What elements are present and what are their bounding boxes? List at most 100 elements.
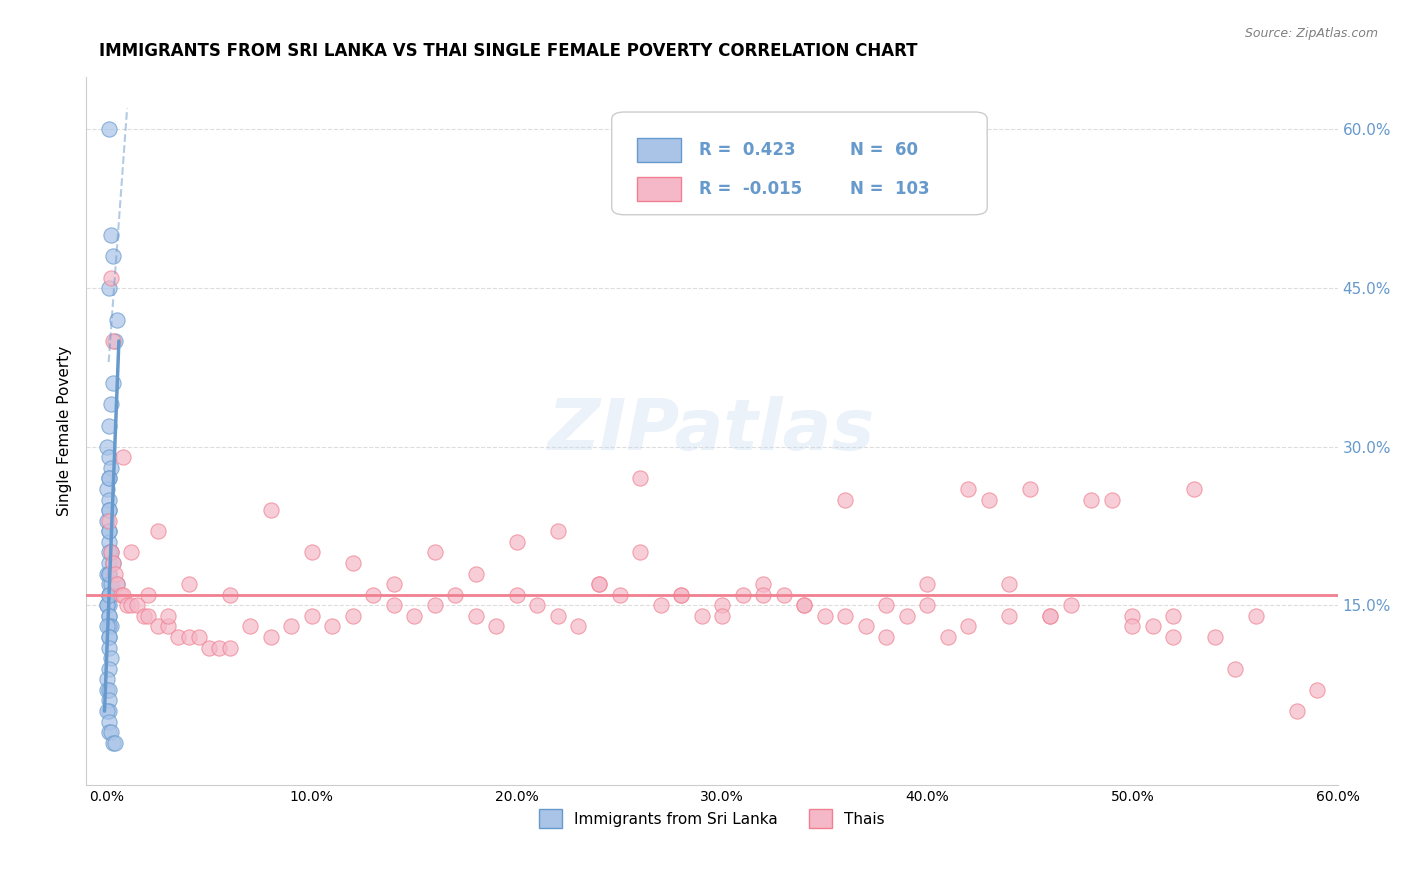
Point xyxy=(321,619,343,633)
Text: N =  103: N = 103 xyxy=(849,179,929,197)
Point xyxy=(752,588,775,602)
Point xyxy=(104,334,127,348)
Point xyxy=(96,514,118,528)
Point xyxy=(506,588,529,602)
Point xyxy=(97,704,120,718)
Point xyxy=(363,588,385,602)
Point xyxy=(177,630,200,644)
Point xyxy=(280,619,302,633)
Point xyxy=(97,471,120,485)
Point xyxy=(97,514,120,528)
Point xyxy=(146,619,169,633)
Point xyxy=(917,577,939,591)
Point xyxy=(650,599,672,613)
Point xyxy=(301,545,323,559)
Point xyxy=(100,270,122,285)
Point xyxy=(301,608,323,623)
Point xyxy=(97,545,120,559)
Point xyxy=(132,608,155,623)
Point xyxy=(875,599,897,613)
Point xyxy=(97,588,120,602)
Point xyxy=(96,599,118,613)
Point xyxy=(100,577,122,591)
Point xyxy=(896,608,918,623)
Point xyxy=(526,599,548,613)
Point xyxy=(127,599,149,613)
Point xyxy=(101,334,124,348)
Point xyxy=(1285,704,1308,718)
Point xyxy=(97,588,120,602)
Point xyxy=(96,673,118,687)
Point xyxy=(404,608,426,623)
Point xyxy=(136,588,159,602)
Point xyxy=(669,588,692,602)
Point xyxy=(1018,482,1040,496)
Text: R =  0.423: R = 0.423 xyxy=(699,141,796,159)
Point xyxy=(100,397,122,411)
Point xyxy=(187,630,209,644)
Point xyxy=(588,577,610,591)
Point xyxy=(101,376,124,391)
Text: ZIPatlas: ZIPatlas xyxy=(548,396,876,466)
Point xyxy=(1182,482,1205,496)
Point xyxy=(1163,608,1185,623)
Point xyxy=(96,619,118,633)
Point xyxy=(588,577,610,591)
Point xyxy=(1121,608,1143,623)
Point xyxy=(628,471,651,485)
Point xyxy=(97,577,120,591)
Point xyxy=(260,630,283,644)
Point xyxy=(101,736,124,750)
Point xyxy=(105,313,128,327)
Point xyxy=(936,630,959,644)
Point xyxy=(1121,619,1143,633)
Point xyxy=(1060,599,1083,613)
Point xyxy=(100,228,122,243)
Point xyxy=(752,577,775,591)
Point xyxy=(97,588,120,602)
Point xyxy=(834,608,856,623)
Point xyxy=(875,630,897,644)
Point xyxy=(711,608,734,623)
Point xyxy=(101,556,124,570)
Point xyxy=(157,619,180,633)
Point xyxy=(167,630,190,644)
Text: N =  60: N = 60 xyxy=(849,141,918,159)
Point xyxy=(97,492,120,507)
Point xyxy=(957,482,980,496)
Point xyxy=(146,524,169,539)
Point xyxy=(208,640,231,655)
Point xyxy=(793,599,815,613)
Point xyxy=(104,736,127,750)
Point xyxy=(97,556,120,570)
Point xyxy=(97,566,120,581)
Point xyxy=(97,599,120,613)
Point xyxy=(97,693,120,707)
Point xyxy=(198,640,221,655)
Point xyxy=(382,577,405,591)
Point xyxy=(97,608,120,623)
Point xyxy=(96,682,118,697)
Point xyxy=(120,599,142,613)
Point xyxy=(115,599,138,613)
Point xyxy=(1142,619,1164,633)
Point xyxy=(957,619,980,633)
Point xyxy=(120,545,142,559)
Point xyxy=(97,524,120,539)
Point xyxy=(690,608,713,623)
Point xyxy=(97,630,120,644)
Point xyxy=(105,577,128,591)
Point xyxy=(97,471,120,485)
Point xyxy=(104,566,127,581)
Point xyxy=(110,588,132,602)
Point xyxy=(100,725,122,739)
Point xyxy=(382,599,405,613)
Point xyxy=(97,450,120,465)
Point xyxy=(567,619,589,633)
Point xyxy=(100,588,122,602)
Point xyxy=(105,577,128,591)
Point xyxy=(97,725,120,739)
Point xyxy=(506,534,529,549)
Bar xyxy=(637,138,681,161)
Point xyxy=(97,630,120,644)
